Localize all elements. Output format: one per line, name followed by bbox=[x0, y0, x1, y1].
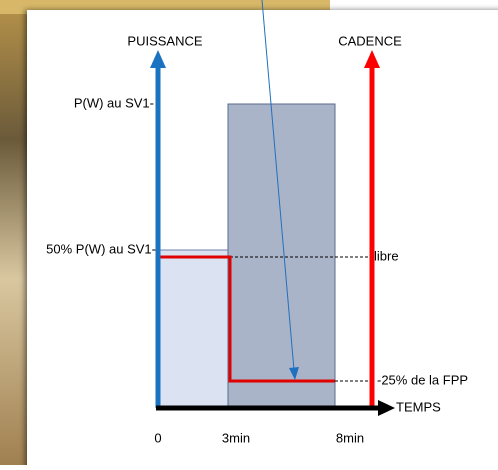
axis-label: PUISSANCE bbox=[127, 33, 202, 48]
effort-block bbox=[228, 104, 335, 406]
time-label: 0 bbox=[154, 430, 161, 445]
warmup-block bbox=[160, 250, 228, 406]
time-label: 8min bbox=[336, 430, 364, 445]
axis-label: TEMPS bbox=[396, 399, 441, 414]
cadence-label: libre bbox=[374, 248, 399, 263]
level-label: 50% P(W) au SV1- bbox=[46, 241, 156, 256]
page: PUISSANCE CADENCE TEMPS P(W) au SV1- 50%… bbox=[0, 0, 498, 465]
time-label: 3min bbox=[222, 430, 250, 445]
level-label: P(W) au SV1- bbox=[74, 95, 154, 110]
cadence-label: -25% de la FPP bbox=[377, 372, 468, 387]
diagram: PUISSANCE CADENCE TEMPS P(W) au SV1- 50%… bbox=[0, 0, 498, 465]
axis-label: CADENCE bbox=[338, 33, 402, 48]
